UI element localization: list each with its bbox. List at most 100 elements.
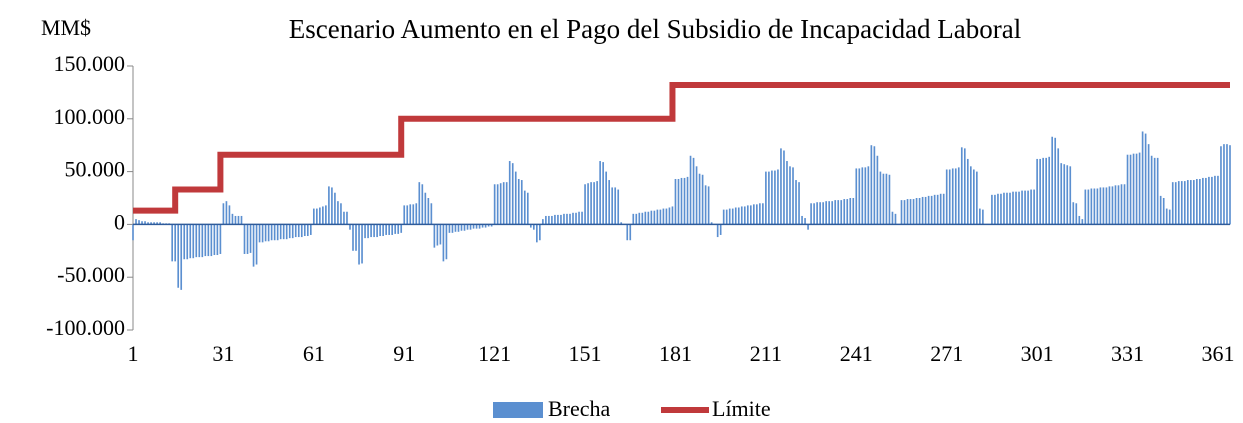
- bar: [1129, 154, 1132, 225]
- bar: [415, 203, 418, 225]
- bar: [885, 173, 888, 225]
- bar: [548, 215, 550, 225]
- bar: [602, 162, 604, 225]
- bar: [991, 194, 993, 225]
- bar: [210, 224, 213, 257]
- bar: [367, 224, 369, 239]
- bar: [768, 171, 770, 225]
- bar: [460, 224, 463, 231]
- bar: [400, 224, 403, 233]
- bar: [376, 224, 378, 238]
- bar: [722, 209, 725, 225]
- bar: [653, 210, 656, 225]
- bar: [882, 173, 885, 225]
- bar: [575, 212, 577, 225]
- x-tick-label: 151: [569, 341, 602, 366]
- bar: [334, 192, 336, 225]
- bar: [1036, 158, 1038, 225]
- bar: [870, 145, 873, 225]
- bar: [888, 174, 891, 225]
- bar: [960, 147, 963, 225]
- bar: [677, 178, 680, 225]
- bar: [1087, 189, 1090, 225]
- bar: [921, 196, 924, 225]
- bar: [1193, 180, 1195, 225]
- bar: [445, 224, 448, 260]
- bar: [1111, 186, 1114, 225]
- bar: [1024, 190, 1026, 225]
- bar: [252, 224, 255, 267]
- bar: [569, 213, 571, 225]
- bar: [1211, 176, 1213, 225]
- bar: [517, 178, 520, 225]
- bar: [605, 171, 607, 225]
- bar: [1051, 136, 1054, 225]
- bar: [906, 199, 909, 225]
- bar: [954, 168, 957, 225]
- x-tick-label: 211: [750, 341, 782, 366]
- bar: [686, 176, 689, 225]
- bar: [1199, 178, 1201, 225]
- bar: [783, 150, 785, 225]
- bar: [207, 224, 210, 257]
- bar: [1183, 181, 1186, 225]
- bar: [1006, 192, 1008, 225]
- bar: [731, 208, 734, 225]
- bar: [912, 199, 915, 225]
- x-tick-label: 271: [930, 341, 963, 366]
- bar: [810, 203, 812, 225]
- bar: [204, 224, 207, 257]
- bar: [514, 171, 517, 225]
- bar: [771, 170, 773, 225]
- bar: [385, 224, 387, 235]
- bar: [349, 224, 351, 230]
- bar: [930, 195, 933, 225]
- bar: [1075, 203, 1078, 225]
- bar: [710, 222, 713, 225]
- bar: [650, 210, 653, 225]
- bar: [337, 201, 339, 225]
- bar: [593, 182, 595, 225]
- bar: [551, 215, 553, 225]
- bar: [1217, 175, 1219, 225]
- bar: [1123, 184, 1126, 225]
- bar: [864, 167, 867, 225]
- bar: [391, 224, 394, 235]
- bar: [297, 224, 300, 238]
- bar: [834, 200, 837, 225]
- bar: [831, 201, 834, 225]
- bar: [749, 205, 752, 225]
- bar: [578, 211, 580, 225]
- x-tick-label: 121: [478, 341, 511, 366]
- bar: [436, 224, 439, 246]
- bar: [171, 224, 174, 262]
- bar: [478, 224, 481, 229]
- bar: [1156, 157, 1159, 225]
- bar: [819, 202, 821, 225]
- bar: [306, 224, 309, 237]
- bar: [499, 183, 502, 225]
- bar: [647, 211, 650, 225]
- bar: [132, 224, 134, 241]
- bar: [1117, 185, 1120, 225]
- legend-label: Brecha: [548, 396, 611, 421]
- bar: [397, 224, 400, 234]
- bar: [418, 182, 421, 225]
- bar: [159, 222, 161, 225]
- bar: [234, 215, 237, 225]
- bar: [951, 168, 954, 225]
- bar: [273, 224, 276, 241]
- bar: [560, 214, 562, 225]
- bar: [581, 211, 583, 225]
- bar: [626, 224, 629, 241]
- bar: [774, 170, 776, 225]
- bar: [403, 205, 406, 225]
- bar: [201, 224, 204, 258]
- bar: [1084, 189, 1087, 225]
- bar: [213, 224, 216, 256]
- bar: [291, 224, 294, 239]
- bar: [493, 184, 496, 225]
- bar: [927, 195, 930, 225]
- bar: [481, 224, 484, 228]
- bar: [743, 206, 746, 225]
